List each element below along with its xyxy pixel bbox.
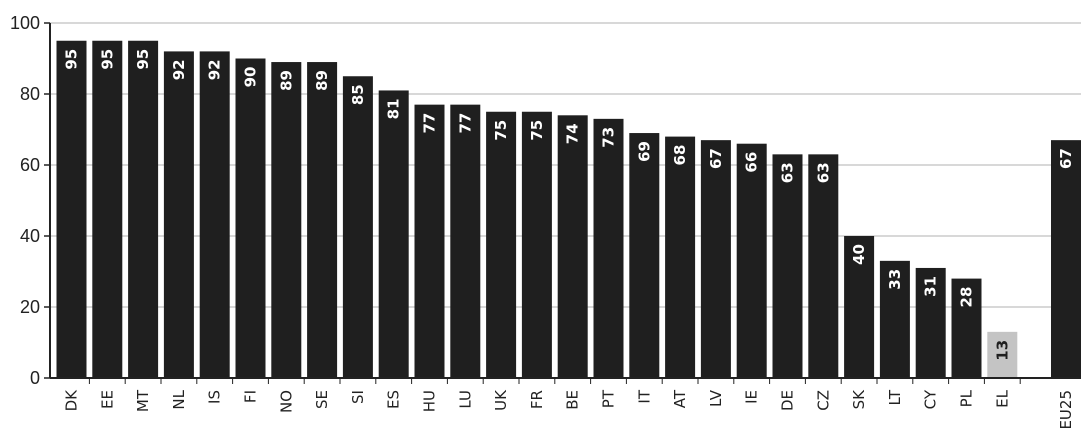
bar-IE	[736, 143, 767, 378]
x-tick-label-IT: IT	[635, 389, 653, 403]
data-label-SK: 40	[850, 244, 868, 265]
bar-FR	[521, 111, 552, 378]
x-tick-label-CY: CY	[922, 389, 940, 409]
bar-LT	[879, 260, 910, 378]
bar-UK	[486, 111, 517, 378]
bar-HU	[414, 104, 445, 379]
data-label-FI: 90	[242, 67, 260, 88]
data-label-SE: 89	[313, 70, 331, 91]
x-tick-label-EE: EE	[98, 390, 116, 409]
data-label-CZ: 63	[814, 162, 832, 183]
data-label-IS: 92	[206, 59, 224, 80]
data-label-LU: 77	[456, 113, 474, 134]
y-tick-label-20: 20	[20, 297, 40, 317]
x-tick-label-PT: PT	[600, 389, 618, 408]
x-tick-label-IS: IS	[206, 390, 224, 404]
bar-NO	[271, 62, 302, 379]
bar-EU25	[1051, 140, 1081, 378]
data-label-LV: 67	[707, 148, 725, 169]
data-label-LT: 33	[886, 269, 904, 290]
x-tick-label-SK: SK	[850, 389, 868, 410]
x-axis-ticks: DK EE MT NL IS FI NO SE SI ES HU LU UK FR BE PT IT AT LV IE…	[63, 378, 1075, 430]
x-tick-label-CZ: CZ	[814, 390, 832, 411]
data-label-ES: 81	[385, 98, 403, 119]
bar-CZ	[808, 154, 839, 378]
data-label-DK: 95	[63, 49, 81, 70]
x-tick-label-DE: DE	[779, 390, 797, 411]
data-label-EU25: 67	[1057, 148, 1075, 169]
data-label-AT: 68	[671, 145, 689, 166]
data-label-HU: 77	[421, 113, 439, 134]
data-label-IT: 69	[635, 141, 653, 162]
x-tick-label-NL: NL	[170, 389, 188, 409]
bar-EE	[92, 40, 123, 378]
data-label-UK: 75	[492, 120, 510, 141]
data-label-DE: 63	[779, 162, 797, 183]
x-tick-label-LU: LU	[456, 390, 474, 409]
data-label-BE: 74	[564, 123, 582, 144]
bar-DK	[56, 40, 87, 378]
x-tick-label-IE: IE	[743, 390, 761, 404]
bar-IS	[199, 51, 230, 379]
data-label-PT: 73	[600, 127, 618, 148]
bar-EL	[987, 331, 1018, 378]
data-label-MT: 95	[134, 49, 152, 70]
bar-PT	[593, 118, 624, 378]
y-tick-label-100: 100	[10, 13, 40, 33]
y-tick-label-60: 60	[20, 155, 40, 175]
x-tick-label-HU: HU	[421, 390, 439, 412]
x-tick-label-LV: LV	[707, 389, 725, 407]
bar-CY	[915, 267, 946, 378]
y-tick-label-0: 0	[30, 368, 40, 388]
data-label-SI: 85	[349, 84, 367, 105]
data-label-EE: 95	[98, 49, 116, 70]
bar-NL	[163, 51, 194, 379]
bar-SE	[307, 62, 338, 379]
bar-ES	[378, 90, 409, 378]
x-tick-label-SE: SE	[313, 390, 331, 409]
data-label-CY: 31	[922, 276, 940, 297]
x-tick-label-BE: BE	[564, 390, 582, 410]
x-tick-label-SI: SI	[349, 390, 367, 404]
data-label-FR: 75	[528, 120, 546, 141]
bar-FI	[235, 58, 266, 378]
x-tick-label-EU25: EU25	[1057, 390, 1075, 430]
bars	[56, 40, 1081, 379]
x-tick-label-LT: LT	[886, 389, 904, 405]
x-tick-label-FI: FI	[242, 390, 260, 403]
bar-LU	[450, 104, 481, 379]
x-tick-label-UK: UK	[492, 389, 510, 411]
bar-BE	[557, 115, 588, 379]
x-tick-label-EL: EL	[993, 389, 1011, 407]
bar-PL	[951, 278, 982, 378]
y-axis-ticks: 0 20 40 60 80 100	[10, 13, 50, 388]
bar-IT	[629, 133, 660, 378]
bar-DE	[772, 154, 803, 378]
data-label-PL: 28	[958, 287, 976, 308]
y-tick-label-40: 40	[20, 226, 40, 246]
x-tick-label-DK: DK	[63, 389, 81, 412]
data-label-NO: 89	[277, 70, 295, 91]
x-tick-label-NO: NO	[277, 390, 295, 413]
x-tick-label-FR: FR	[528, 390, 546, 409]
bar-MT	[128, 40, 159, 378]
data-label-IE: 66	[743, 152, 761, 173]
bar-AT	[665, 136, 696, 378]
y-tick-label-80: 80	[20, 84, 40, 104]
bar-SI	[342, 76, 373, 378]
data-label-EL: 13	[993, 340, 1011, 361]
x-tick-label-ES: ES	[385, 390, 403, 409]
x-tick-label-MT: MT	[134, 389, 152, 412]
bar-LV	[700, 140, 731, 378]
bar-SK	[844, 236, 875, 378]
data-labels: 95 95 95 92 92 90 89 89 85 81 77 77 75 75 74 73 69 68 67 66…	[63, 49, 1076, 361]
x-tick-label-PL: PL	[958, 389, 976, 407]
data-label-NL: 92	[170, 59, 188, 80]
x-tick-label-AT: AT	[671, 389, 689, 408]
